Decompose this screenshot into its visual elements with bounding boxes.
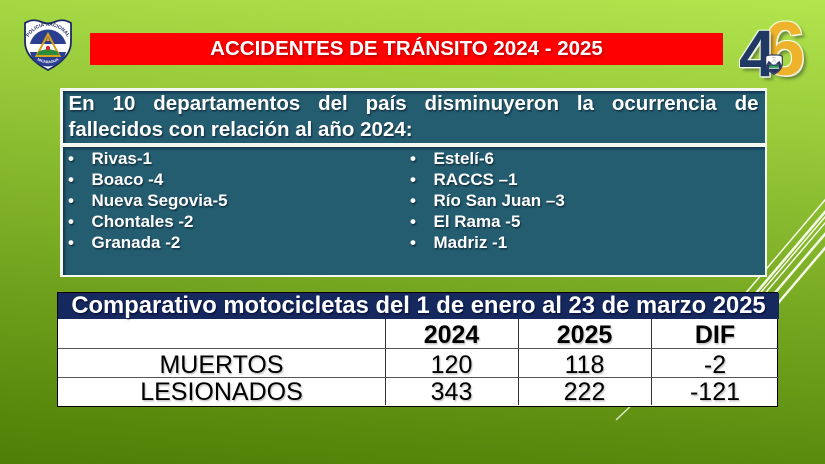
svg-text:NICARAGUA: NICARAGUA	[37, 57, 60, 64]
svg-text:·····: ·····	[772, 56, 777, 59]
